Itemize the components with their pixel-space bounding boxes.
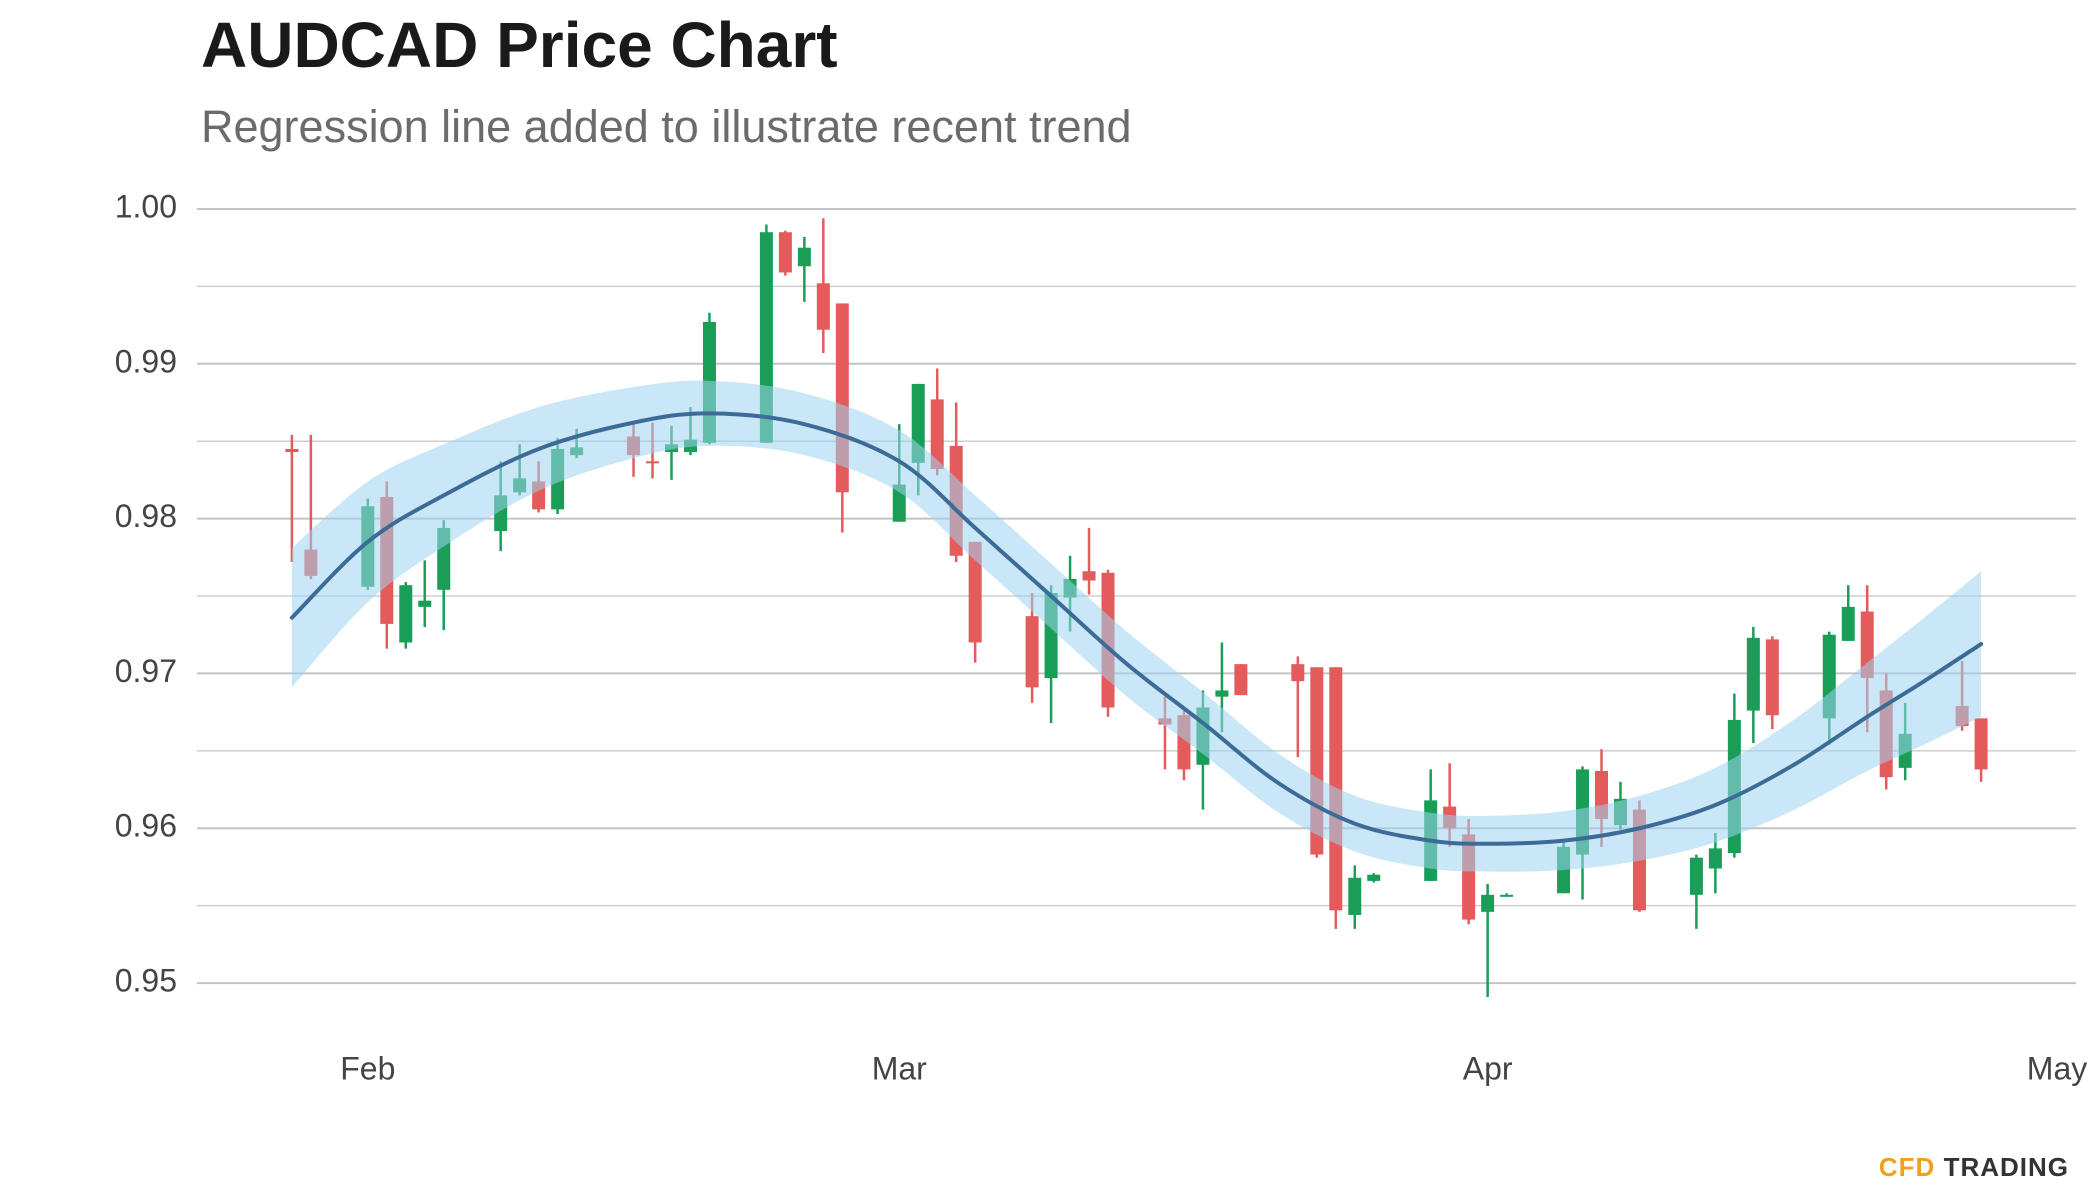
candle-body: [418, 600, 432, 607]
y-tick-label: 0.96: [115, 808, 177, 844]
y-tick-label: 0.95: [115, 963, 177, 999]
y-tick-label: 0.97: [115, 653, 177, 689]
candle-body: [1708, 848, 1722, 869]
brand-prefix: CFD: [1879, 1152, 1935, 1182]
x-tick-label: Mar: [872, 1050, 927, 1086]
candle-body: [1234, 664, 1248, 696]
candle-body: [1746, 637, 1760, 711]
regression-line: [289, 411, 1984, 846]
candle-body: [1025, 616, 1039, 688]
candle-body: [1689, 857, 1703, 895]
candle-body: [778, 232, 792, 273]
candle-body: [1841, 606, 1855, 641]
x-tick-label: Apr: [1463, 1050, 1513, 1086]
brand: CFD TRADING: [1879, 1152, 2069, 1182]
y-tick-label: 0.99: [115, 343, 177, 379]
candle-body: [1367, 874, 1381, 881]
candle-body: [1481, 894, 1495, 912]
candle-body: [1348, 877, 1362, 915]
chart-title: AUDCAD Price Chart: [201, 9, 838, 81]
candles: [285, 218, 1988, 998]
candle-body: [930, 399, 944, 470]
candle-body: [797, 247, 811, 267]
brand-name: TRADING: [1944, 1152, 2069, 1182]
candle-body: [285, 448, 299, 453]
candle-body: [1974, 718, 1988, 770]
candle-body: [1500, 894, 1514, 897]
candle-body: [968, 541, 982, 643]
x-tick-label: May: [2027, 1050, 2087, 1086]
chart-subtitle: Regression line added to illustrate rece…: [201, 101, 1132, 152]
candle-body: [1765, 639, 1779, 716]
candle-body: [1215, 690, 1229, 697]
candle-body: [399, 585, 413, 643]
candle-body: [646, 461, 660, 464]
candle-body: [816, 283, 830, 330]
x-tick-label: Feb: [340, 1050, 395, 1086]
candle-body: [1082, 571, 1096, 581]
candle-body: [1291, 664, 1305, 682]
y-tick-label: 1.00: [115, 188, 177, 224]
y-tick-label: 0.98: [115, 498, 177, 534]
